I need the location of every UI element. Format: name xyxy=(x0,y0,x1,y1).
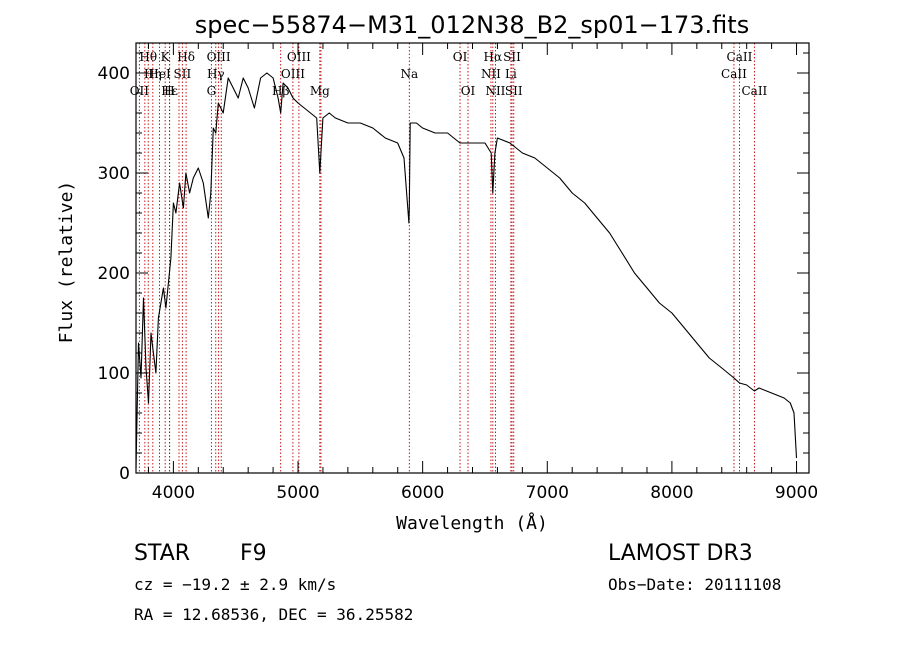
x-tick-label: 4000 xyxy=(152,483,195,503)
spectral-line-label: OIII xyxy=(207,50,231,64)
spectral-line-label: CaII xyxy=(727,50,753,64)
spectrum-series xyxy=(135,72,798,469)
spectrum-line xyxy=(135,72,798,469)
spectral-line-label: OIII xyxy=(281,67,305,81)
spectral-line-label: NII xyxy=(485,84,505,98)
x-tick-label: 5000 xyxy=(276,483,319,503)
y-tick-label: 400 xyxy=(98,64,130,84)
spectral-line-label: G xyxy=(207,84,217,98)
x-tick-labels: 4000 5000 6000 7000 8000 9000 xyxy=(152,483,818,503)
y-tick-label: 300 xyxy=(98,164,130,184)
spectral-line-label: K xyxy=(161,50,171,64)
axis-ticks xyxy=(136,43,809,474)
spectral-line-label: Hε xyxy=(161,84,178,98)
spectral-line-label: Hη xyxy=(144,67,162,81)
y-tick-label: 200 xyxy=(98,264,130,284)
spectral-line-label: CaII xyxy=(721,67,747,81)
spectral-line-label: Hβ xyxy=(272,84,289,98)
spectral-line-label: SII xyxy=(503,50,521,64)
spectral-line-label: HeI xyxy=(148,67,171,81)
spectral-line-markers xyxy=(138,43,755,473)
spectral-line-label: NII xyxy=(481,67,501,81)
y-axis-label: Flux (relative) xyxy=(56,181,77,344)
spectral-line-label: Hθ xyxy=(139,50,157,64)
x-tick-label: 6000 xyxy=(401,483,444,503)
chart-title: spec−55874−M31_012N38_B2_sp01−173.fits xyxy=(195,11,749,39)
spectral-line-label: OI xyxy=(461,84,476,98)
spectral-line-label: Hα xyxy=(484,50,503,64)
x-tick-label: 9000 xyxy=(775,483,818,503)
plot-frame xyxy=(135,42,810,474)
spectral-line-label: Li xyxy=(505,67,517,81)
y-tick-label: 100 xyxy=(98,364,130,384)
survey-name: LAMOST DR3 xyxy=(608,541,753,566)
x-axis-label: Wavelength (Å) xyxy=(396,512,548,534)
spectral-line-label: CaII xyxy=(741,84,767,98)
spectral-line-label: OIII xyxy=(287,50,311,64)
spectral-line-label: OI xyxy=(453,50,468,64)
spectral-line-label: Hγ xyxy=(207,67,225,81)
observation-date: Obs−Date: 20111108 xyxy=(608,575,781,594)
spectral-line-label: SII xyxy=(505,84,523,98)
spectral-line-label: H xyxy=(164,84,174,98)
spectral-line-label: Na xyxy=(400,67,418,81)
spectral-line-label: Hδ xyxy=(177,50,195,64)
object-subclass: F9 xyxy=(240,541,267,566)
y-tick-labels: 0 100 200 300 400 xyxy=(98,64,130,484)
spectral-line-label: SII xyxy=(174,67,192,81)
spectral-line-label: OII xyxy=(130,84,150,98)
y-tick-label: 0 xyxy=(119,464,130,484)
x-tick-label: 8000 xyxy=(650,483,693,503)
spectral-line-label: Mg xyxy=(310,84,330,98)
object-class: STAR xyxy=(134,541,190,566)
redshift-cz: cz = −19.2 ± 2.9 km/s xyxy=(134,575,336,594)
x-tick-label: 7000 xyxy=(526,483,569,503)
ra-dec: RA = 12.68536, DEC = 36.25582 xyxy=(134,605,413,624)
